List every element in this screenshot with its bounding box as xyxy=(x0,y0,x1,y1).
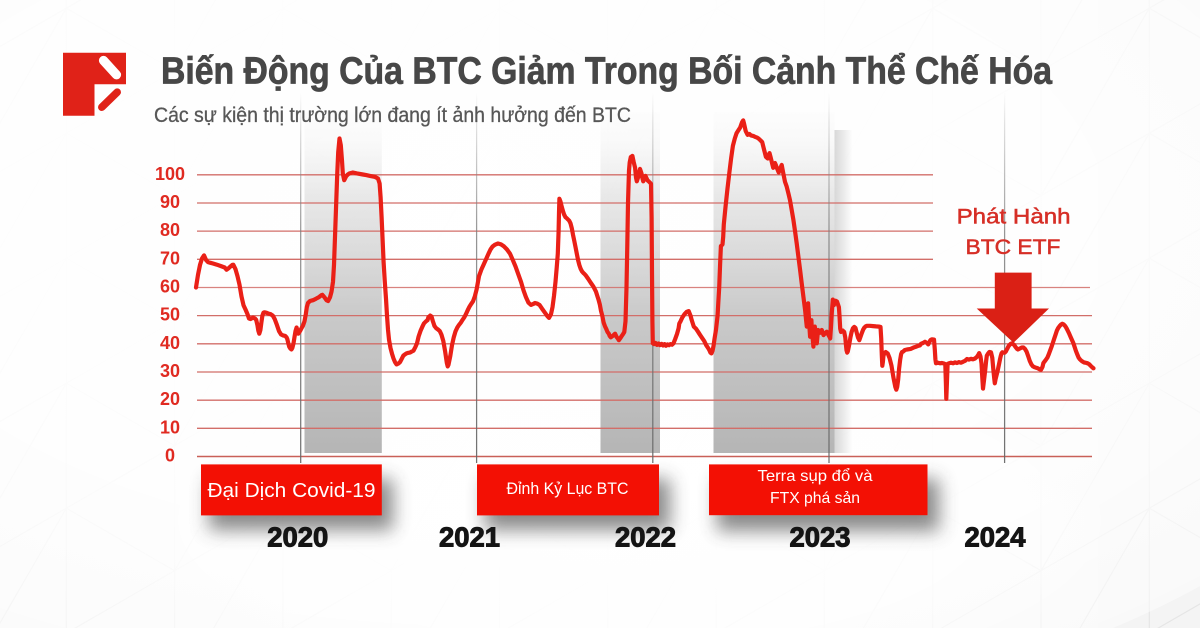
svg-text:60: 60 xyxy=(160,277,180,297)
svg-text:Đỉnh Kỷ Lục BTC: Đỉnh Kỷ Lục BTC xyxy=(507,479,629,498)
svg-text:Phát Hành: Phát Hành xyxy=(957,205,1071,229)
svg-text:0: 0 xyxy=(165,446,175,466)
svg-text:Terra sụp đổ và: Terra sụp đổ và xyxy=(758,467,873,485)
svg-text:80: 80 xyxy=(160,220,180,240)
svg-text:30: 30 xyxy=(160,361,180,381)
svg-text:2022: 2022 xyxy=(615,522,676,553)
svg-text:20: 20 xyxy=(160,389,180,409)
svg-text:2023: 2023 xyxy=(790,522,851,553)
svg-text:FTX phá sản: FTX phá sản xyxy=(770,490,860,507)
svg-text:2024: 2024 xyxy=(965,522,1027,553)
svg-text:70: 70 xyxy=(160,248,180,268)
svg-text:Các sự kiện thị trường lớn đan: Các sự kiện thị trường lớn đang ít ảnh h… xyxy=(154,104,631,127)
svg-text:40: 40 xyxy=(160,333,180,353)
svg-text:10: 10 xyxy=(160,417,180,437)
svg-text:90: 90 xyxy=(160,192,180,212)
svg-text:100: 100 xyxy=(155,164,185,184)
svg-text:Biến Động Của BTC Giảm Trong B: Biến Động Của BTC Giảm Trong Bối Cảnh Th… xyxy=(161,51,1053,93)
svg-text:2020: 2020 xyxy=(267,522,328,553)
svg-text:2021: 2021 xyxy=(439,522,500,553)
svg-text:Đại Dịch Covid-19: Đại Dịch Covid-19 xyxy=(208,479,376,502)
svg-text:50: 50 xyxy=(160,305,180,325)
svg-text:BTC ETF: BTC ETF xyxy=(966,235,1061,259)
